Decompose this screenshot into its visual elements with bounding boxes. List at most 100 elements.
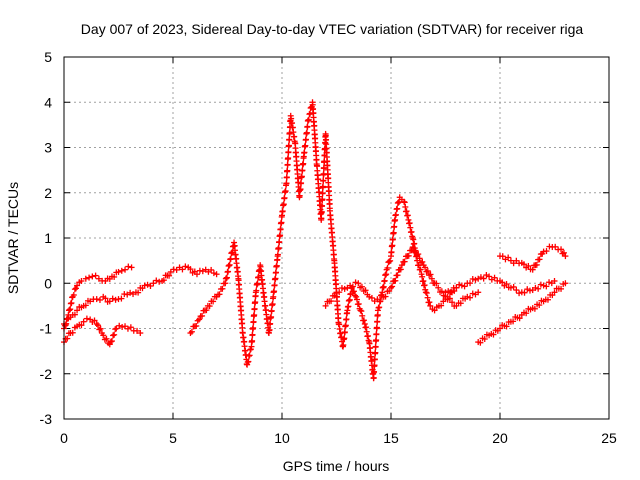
data-point-series-3 (300, 160, 307, 167)
data-point-series-0 (128, 264, 135, 271)
data-point-series-2 (127, 324, 134, 331)
data-point-series-3 (343, 316, 350, 323)
data-point-series-3 (372, 343, 379, 350)
data-point-series-3 (342, 322, 349, 329)
plot-frame (63, 56, 610, 420)
data-point-series-3 (345, 303, 352, 310)
data-point-series-3 (286, 136, 293, 143)
data-point-series-3 (318, 215, 325, 222)
data-point-series-6 (551, 289, 558, 296)
data-point-series-3 (276, 238, 283, 245)
data-point-series-5 (458, 282, 465, 289)
data-point-series-0 (70, 291, 77, 298)
data-point-series-7 (520, 261, 527, 268)
data-point-series-3 (206, 303, 213, 310)
data-point-series-3 (319, 190, 326, 197)
data-point-series-5 (486, 273, 493, 280)
data-point-series-3 (394, 205, 401, 212)
data-point-series-2 (137, 330, 144, 337)
data-point-series-1 (82, 302, 89, 309)
data-point-series-2 (119, 323, 126, 330)
data-point-series-3 (373, 324, 380, 331)
x-tick-label: 0 (60, 430, 68, 446)
data-point-series-2 (116, 322, 123, 329)
data-point-series-3 (381, 277, 388, 284)
data-point-series-4 (464, 293, 471, 300)
data-point-series-1 (213, 271, 220, 278)
data-point-series-2 (93, 320, 100, 327)
data-point-series-4 (394, 272, 401, 279)
data-point-series-3 (389, 236, 396, 243)
data-point-series-5 (535, 285, 542, 292)
data-point-series-2 (111, 331, 118, 338)
data-point-series-6 (523, 310, 530, 317)
data-point-series-5 (445, 288, 452, 295)
data-point-series-3 (302, 136, 309, 143)
data-point-series-4 (449, 299, 456, 306)
y-tick-label: 0 (44, 275, 52, 291)
data-point-series-4 (398, 262, 405, 269)
data-point-series-3 (424, 294, 431, 301)
data-point-series-3 (245, 358, 252, 365)
data-point-series-3 (281, 194, 288, 201)
data-point-series-1 (118, 295, 125, 302)
data-point-series-3 (286, 129, 293, 136)
data-point-series-3 (282, 187, 289, 194)
data-point-series-1 (127, 289, 134, 296)
data-point-series-1 (141, 282, 148, 289)
data-point-series-1 (193, 271, 200, 278)
data-point-series-5 (516, 290, 523, 297)
y-axis-label: SDTVAR / TECUs (5, 182, 21, 294)
data-point-series-3 (426, 299, 433, 306)
data-point-series-3 (277, 226, 284, 233)
data-point-series-2 (78, 322, 85, 329)
data-point-series-3 (285, 142, 292, 149)
axis-ticks: 0 5 10 15 20 25 -3 -2 -1 0 1 2 3 4 5 (40, 49, 617, 446)
data-point-series-3 (320, 183, 327, 190)
data-point-series-5 (513, 287, 520, 294)
data-point-series-3 (319, 202, 326, 209)
data-point-series-3 (285, 155, 292, 162)
data-point-series-0 (78, 277, 85, 284)
data-point-series-3 (267, 320, 274, 327)
data-point-series-6 (536, 302, 543, 309)
data-point-series-3 (357, 307, 364, 314)
data-point-series-1 (135, 289, 142, 296)
data-point-series-3 (296, 192, 303, 199)
data-point-series-3 (320, 177, 327, 184)
data-point-series-3 (271, 282, 278, 289)
data-point-series-4 (389, 283, 396, 290)
data-point-series-0 (92, 272, 99, 279)
y-tick-label: -3 (40, 411, 53, 427)
data-point-series-3 (346, 296, 353, 303)
data-point-series-3 (249, 337, 256, 344)
data-point-series-4 (438, 288, 445, 295)
data-point-series-3 (273, 262, 280, 269)
data-point-series-3 (387, 257, 394, 264)
data-point-series-3 (275, 244, 282, 251)
data-point-series-0 (125, 263, 132, 270)
data-point-series-7 (552, 243, 559, 250)
data-point-series-3 (251, 311, 258, 318)
data-point-series-2 (80, 318, 87, 325)
data-point-series-6 (497, 325, 503, 332)
data-point-series-4 (412, 247, 419, 254)
data-point-series-3 (252, 299, 259, 306)
data-point-series-3 (349, 289, 356, 296)
data-point-series-3 (210, 298, 217, 305)
data-point-series-6 (558, 285, 565, 292)
data-point-series-1 (166, 272, 173, 279)
y-tick-label: 4 (44, 94, 52, 110)
data-point-series-1 (109, 295, 116, 302)
data-point-series-5 (543, 283, 550, 290)
data-point-series-0 (122, 266, 129, 273)
data-point-series-6 (481, 336, 488, 343)
x-tick-label: 5 (169, 430, 177, 446)
data-point-series-4 (401, 258, 408, 265)
data-point-series-3 (431, 307, 438, 314)
data-point-series-3 (376, 304, 383, 311)
data-point-series-2 (69, 329, 76, 336)
data-point-series-2 (108, 338, 115, 345)
data-point-series-3 (341, 329, 348, 336)
data-point-series-3 (274, 251, 281, 258)
